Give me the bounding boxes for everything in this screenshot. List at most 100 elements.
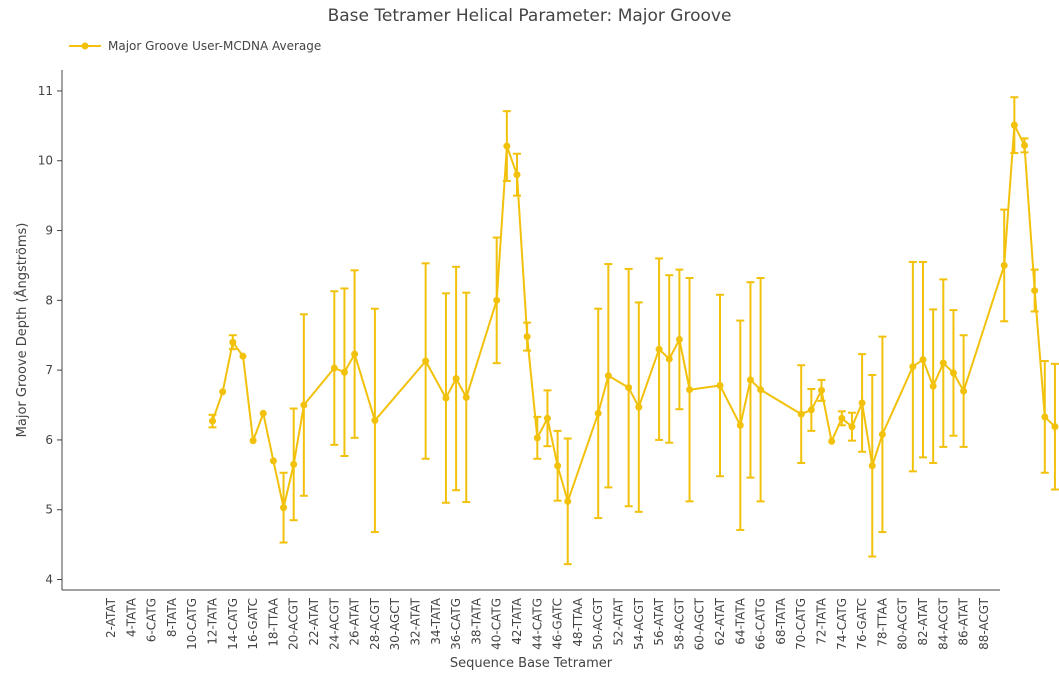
data-point [269, 457, 277, 465]
data-point [797, 410, 805, 418]
data-point [422, 357, 430, 365]
legend-line-marker-icon [69, 42, 101, 50]
data-point [1031, 287, 1039, 295]
data-point [523, 333, 531, 341]
series-line [211, 124, 1056, 509]
data-point [452, 375, 460, 383]
x-tick-label: 10-CATG [185, 598, 199, 650]
x-tick-label: 54-ACGT [632, 597, 646, 650]
x-tick-label: 32-ATAT [409, 597, 423, 645]
data-point [665, 355, 673, 363]
x-tick-label: 52-ATAT [612, 597, 626, 645]
legend-label: Major Groove User-MCDNA Average [108, 39, 322, 53]
x-tick-label: 84-ACGT [936, 597, 950, 650]
x-tick-label: 38-TATA [469, 597, 483, 645]
data-point [675, 335, 683, 343]
data-point [625, 384, 633, 392]
x-tick-label: 34-TATA [429, 597, 443, 645]
data-point [300, 401, 308, 409]
x-tick-label: 22-ATAT [307, 597, 321, 645]
data-point [290, 460, 298, 468]
x-tick-label: 12-TATA [206, 597, 220, 645]
data-point [757, 386, 765, 394]
data-point [239, 352, 247, 360]
x-tick-label: 68-TATA [774, 597, 788, 645]
data-point [1010, 121, 1018, 129]
data-point [1000, 261, 1008, 269]
x-tick-label: 60-AGCT [693, 597, 707, 650]
data-point [533, 434, 541, 442]
data-point [828, 437, 836, 445]
x-tick-label: 16-GATC [246, 598, 260, 650]
data-point [371, 416, 379, 424]
data-point [594, 409, 602, 417]
x-tick-label: 18-TTAA [266, 597, 280, 647]
x-tick-label: 66-CATG [754, 598, 768, 650]
data-point [746, 376, 754, 384]
x-tick-label: 26-ATAT [348, 597, 362, 645]
data-point [280, 504, 288, 512]
data-point [209, 417, 216, 425]
data-point [229, 338, 237, 346]
x-tick-label: 4-TATA [124, 597, 138, 637]
data-point [838, 414, 846, 422]
x-tick-label: 70-CATG [794, 598, 808, 650]
y-tick-label: 9 [45, 224, 53, 238]
x-tick-label: 42-TATA [510, 597, 524, 645]
x-tick-label: 80-ACGT [896, 597, 910, 650]
data-point [939, 359, 947, 367]
data-point [554, 462, 562, 470]
x-tick-label: 56-ATAT [652, 597, 666, 645]
data-point [219, 388, 227, 396]
y-axis-label: Major Groove Depth (Ångströms) [14, 223, 30, 438]
x-tick-label: 30-AGCT [388, 597, 402, 650]
data-point [909, 363, 917, 371]
data-point [513, 171, 521, 179]
data-point [564, 497, 572, 505]
x-tick-label: 88-ACGT [977, 597, 991, 650]
data-point [878, 430, 886, 438]
data-point [716, 381, 724, 389]
x-tick-label: 82-ATAT [916, 597, 930, 645]
x-tick-label: 78-TTAA [875, 597, 889, 647]
x-tick-label: 86-ATAT [957, 597, 971, 645]
data-point [736, 421, 744, 429]
x-tick-label: 36-CATG [449, 598, 463, 650]
data-point [868, 462, 876, 470]
x-tick-label: 8-TATA [165, 597, 179, 637]
y-tick-label: 5 [45, 503, 53, 517]
x-tick-label: 62-ATAT [713, 597, 727, 645]
data-point [1021, 141, 1028, 149]
x-tick-label: 24-ACGT [327, 597, 341, 650]
data-point [351, 350, 359, 358]
y-tick-label: 6 [45, 433, 53, 447]
x-tick-label: 58-ACGT [672, 597, 686, 650]
data-point [1041, 413, 1049, 421]
data-point [655, 345, 663, 353]
data-point [249, 437, 257, 445]
legend[interactable]: Major Groove User-MCDNA Average [68, 37, 321, 55]
data-point [929, 382, 937, 390]
data-point [686, 386, 694, 394]
x-axis-label: Sequence Base Tetramer [450, 656, 613, 671]
data-point [442, 394, 450, 402]
data-point [493, 296, 501, 304]
data-point [848, 423, 856, 431]
x-tick-label: 28-ACGT [368, 597, 382, 650]
data-point [543, 414, 551, 422]
data-point [1051, 423, 1059, 431]
chart-title: Base Tetramer Helical Parameter: Major G… [327, 6, 732, 26]
data-point [858, 399, 866, 407]
x-tick-label: 64-TATA [733, 597, 747, 645]
data-point [919, 356, 927, 364]
data-point [949, 369, 957, 377]
x-tick-label: 6-CATG [145, 598, 159, 642]
data-point [604, 372, 612, 380]
x-tick-label: 72-TATA [815, 597, 829, 645]
y-tick-label: 8 [45, 293, 53, 307]
x-tick-label: 40-CATG [490, 598, 504, 650]
data-point [330, 364, 338, 372]
y-tick-label: 7 [45, 363, 53, 377]
